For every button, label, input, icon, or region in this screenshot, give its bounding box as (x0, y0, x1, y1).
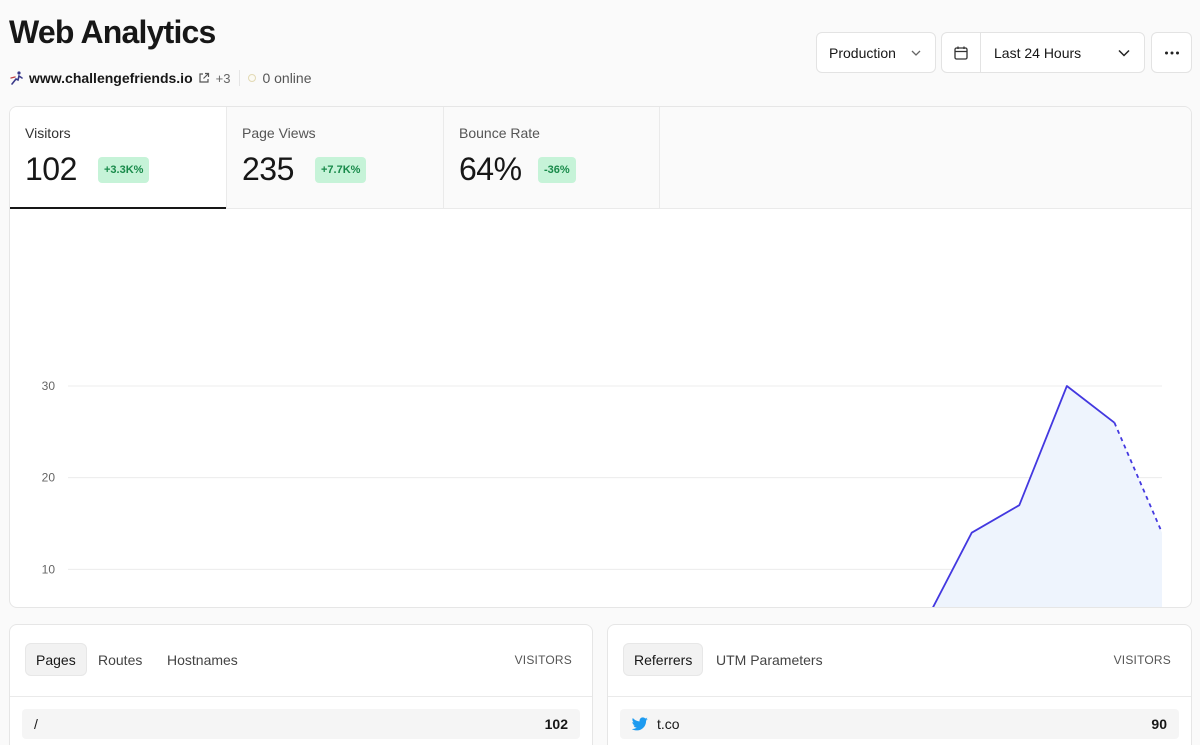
divider (10, 696, 592, 697)
tab-pages[interactable]: Pages (25, 643, 87, 676)
page-title: Web Analytics (9, 14, 216, 50)
online-count: 0 online (262, 70, 312, 86)
stat-tab-visitors[interactable]: Visitors 102 +3.3K% (10, 107, 227, 209)
table-row[interactable]: / 102 (22, 709, 580, 739)
y-tick-label: 20 (42, 471, 56, 485)
row-value: 90 (1151, 716, 1167, 732)
stat-label: Visitors (25, 125, 71, 141)
external-link-icon[interactable] (198, 72, 210, 84)
site-link[interactable]: www.challengefriends.io (29, 70, 193, 86)
environment-select[interactable]: Production (816, 32, 936, 73)
site-info: www.challengefriends.io +3 0 online (9, 68, 312, 88)
row-value: 102 (544, 716, 568, 732)
date-range-label: Last 24 Hours (994, 44, 1082, 61)
tab-routes[interactable]: Routes (98, 651, 143, 668)
change-badge: -36% (538, 157, 576, 183)
site-logo-icon (10, 71, 23, 85)
divider (239, 70, 241, 86)
stats-tabs: Visitors 102 +3.3K% Page Views 235 +7.7K… (10, 107, 1191, 209)
referrer-name: t.co (657, 716, 680, 732)
visitors-chart[interactable]: 30201006pm9pmOct 23am6am9am12pm3pm (10, 209, 1192, 607)
calendar-icon (954, 46, 968, 60)
stat-value: 235 (242, 151, 294, 187)
series-line-projected (1113, 422, 1163, 534)
stat-tab-bounce-rate[interactable]: Bounce Rate 64% -36% (444, 107, 660, 208)
tab-hostnames[interactable]: Hostnames (167, 651, 238, 668)
column-header: VISITORS (514, 653, 572, 667)
calendar-button[interactable] (941, 32, 981, 73)
stat-label: Bounce Rate (459, 125, 540, 141)
environment-label: Production (829, 44, 896, 61)
stat-value: 64% (459, 151, 522, 187)
stat-label: Page Views (242, 125, 316, 141)
analytics-card: Visitors 102 +3.3K% Page Views 235 +7.7K… (9, 106, 1192, 608)
chevron-down-icon (911, 50, 921, 56)
chart-area (933, 386, 1162, 607)
divider (608, 696, 1191, 697)
change-badge: +7.7K% (315, 157, 367, 183)
pages-panel: Pages Routes Hostnames VISITORS / 102 (9, 624, 593, 745)
more-options-button[interactable] (1151, 32, 1192, 73)
row-label: / (34, 716, 38, 732)
stat-tab-page-views[interactable]: Page Views 235 +7.7K% (227, 107, 444, 208)
column-header: VISITORS (1113, 653, 1171, 667)
twitter-icon (632, 717, 648, 731)
referrers-panel: Referrers UTM Parameters VISITORS t.co 9… (607, 624, 1192, 745)
tab-utm-parameters[interactable]: UTM Parameters (716, 651, 823, 668)
tab-referrers[interactable]: Referrers (623, 643, 704, 676)
row-label: t.co (632, 716, 1151, 732)
y-tick-label: 10 (42, 562, 56, 576)
table-row[interactable]: t.co 90 (620, 709, 1179, 739)
date-range-select[interactable]: Last 24 Hours (980, 32, 1145, 73)
ellipsis-icon (1164, 51, 1179, 54)
chevron-down-icon (1118, 49, 1130, 57)
online-status-dot (248, 74, 257, 82)
change-badge: +3.3K% (98, 157, 150, 183)
stat-value: 102 (25, 151, 77, 187)
series-line (932, 385, 1115, 607)
extra-sites-count[interactable]: +3 (215, 70, 231, 86)
y-tick-label: 30 (42, 379, 56, 393)
